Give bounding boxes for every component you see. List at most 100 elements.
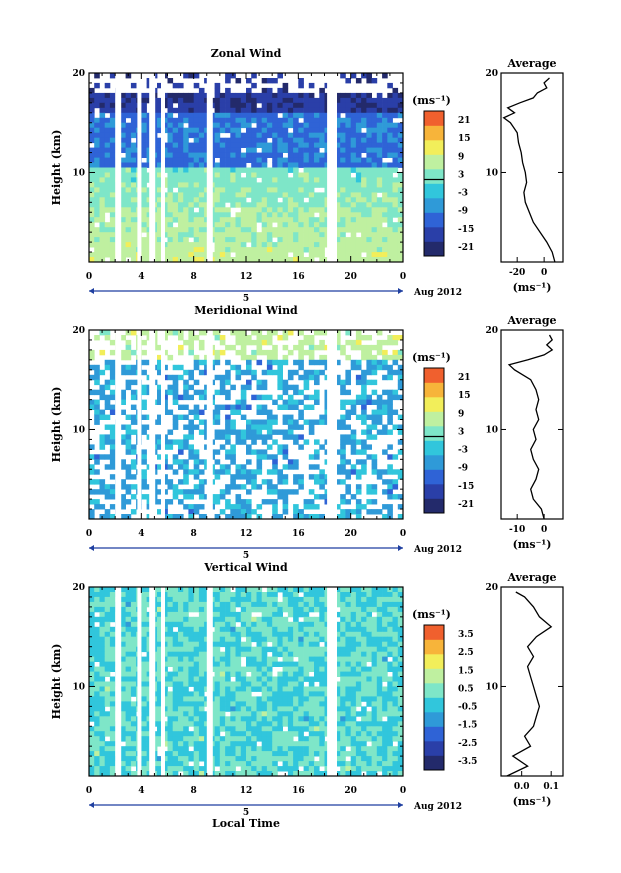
heatmap-cell xyxy=(298,232,304,238)
heatmap-cell xyxy=(235,112,242,119)
heatmap-cell xyxy=(361,177,367,183)
heatmap-cell xyxy=(387,666,393,672)
heatmap-cell xyxy=(141,172,147,178)
heatmap-cell xyxy=(251,621,257,628)
heatmap-cell xyxy=(298,102,304,109)
heatmap-cell xyxy=(167,192,174,198)
heatmap-cell xyxy=(256,112,263,119)
heatmap-cell xyxy=(225,601,231,608)
heatmap-cell xyxy=(361,117,367,124)
heatmap-cell xyxy=(266,335,273,341)
heatmap-cell xyxy=(183,167,189,173)
heatmap-cell xyxy=(230,646,236,653)
heatmap-cell xyxy=(109,127,116,134)
heatmap-cell xyxy=(188,706,194,712)
heatmap-cell xyxy=(345,237,351,243)
heatmap-cell xyxy=(198,142,205,148)
heatmap-cell xyxy=(141,691,147,697)
heatmap-cell xyxy=(350,636,357,643)
heatmap-cell xyxy=(235,651,242,658)
heatmap-cell xyxy=(130,152,137,158)
heatmap-cell xyxy=(94,389,100,396)
heatmap-cell xyxy=(240,509,247,515)
heatmap-cell xyxy=(397,611,404,618)
heatmap-cell xyxy=(214,182,221,188)
heatmap-cell xyxy=(303,162,310,168)
heatmap-cell xyxy=(178,696,184,702)
heatmap-cell xyxy=(246,237,252,243)
heatmap-cell xyxy=(256,394,263,401)
heatmap-cell xyxy=(214,252,221,258)
heatmap-cell xyxy=(120,227,126,233)
heatmap-cell xyxy=(272,464,278,470)
heatmap-cell xyxy=(240,601,247,608)
heatmap-cell xyxy=(141,484,147,490)
heatmap-cell xyxy=(314,227,320,233)
heatmap-cell xyxy=(109,247,116,253)
heatmap-cell xyxy=(361,237,367,243)
heatmap-cell xyxy=(251,349,257,356)
heatmap-cell xyxy=(188,681,194,687)
heatmap-cell xyxy=(382,676,388,682)
heatmap-cell xyxy=(183,691,189,697)
heatmap-cell xyxy=(225,671,231,677)
heatmap-cell xyxy=(272,257,278,263)
heatmap-cell xyxy=(266,592,273,598)
heatmap-cell xyxy=(293,701,299,707)
heatmap-cell xyxy=(120,631,126,638)
heatmap-cell xyxy=(225,162,231,168)
heatmap-cell xyxy=(256,666,263,672)
heatmap-cell xyxy=(251,142,257,148)
heatmap-cell xyxy=(319,616,325,623)
heatmap-cell xyxy=(188,339,194,346)
heatmap-cell xyxy=(293,227,299,233)
heatmap-cell xyxy=(104,611,111,618)
heatmap-cell xyxy=(125,202,132,208)
heatmap-cell xyxy=(287,187,294,193)
heatmap-cell xyxy=(266,197,273,203)
heatmap-cell xyxy=(246,117,252,124)
heatmap-cell xyxy=(350,606,357,613)
heatmap-cell xyxy=(240,499,247,505)
heatmap-cell xyxy=(387,132,393,139)
heatmap-cell xyxy=(104,122,111,129)
heatmap-cell xyxy=(130,509,137,515)
heatmap-cell xyxy=(272,592,278,598)
heatmap-cell xyxy=(397,666,404,672)
heatmap-cell xyxy=(225,212,231,218)
heatmap-cell xyxy=(308,706,315,712)
y-tick-label: 20 xyxy=(72,326,85,336)
heatmap-cell xyxy=(246,666,252,672)
heatmap-cell xyxy=(392,646,399,653)
heatmap-cell xyxy=(266,701,273,707)
heatmap-cell xyxy=(287,706,294,712)
heatmap-cell xyxy=(130,616,137,623)
heatmap-cell xyxy=(230,122,236,129)
heatmap-cell xyxy=(94,606,100,613)
heatmap-cell xyxy=(287,399,294,405)
colorbar-swatch xyxy=(424,368,444,383)
heatmap-cell xyxy=(235,464,242,470)
heatmap-cell xyxy=(130,484,137,490)
heatmap-cell xyxy=(371,656,378,662)
heatmap-cell xyxy=(371,107,378,114)
heatmap-cell xyxy=(266,97,273,104)
heatmap-cell xyxy=(256,107,263,114)
heatmap-cell xyxy=(198,162,205,168)
heatmap-cell xyxy=(219,661,226,667)
heatmap-cell xyxy=(308,369,315,376)
heatmap-cell xyxy=(198,696,205,702)
heatmap-cell xyxy=(235,504,242,510)
heatmap-cell xyxy=(130,369,137,376)
heatmap-cell xyxy=(125,364,132,371)
heatmap-cell xyxy=(277,611,283,618)
heatmap-cell xyxy=(230,666,236,672)
heatmap-cell xyxy=(183,252,189,258)
heatmap-cell xyxy=(162,671,168,677)
heatmap-cell xyxy=(104,232,111,238)
heatmap-cell xyxy=(371,247,378,253)
heatmap-cell xyxy=(266,242,273,248)
heatmap-cell xyxy=(261,409,268,415)
heatmap-cell xyxy=(293,651,299,658)
heatmap-cell xyxy=(109,167,116,173)
